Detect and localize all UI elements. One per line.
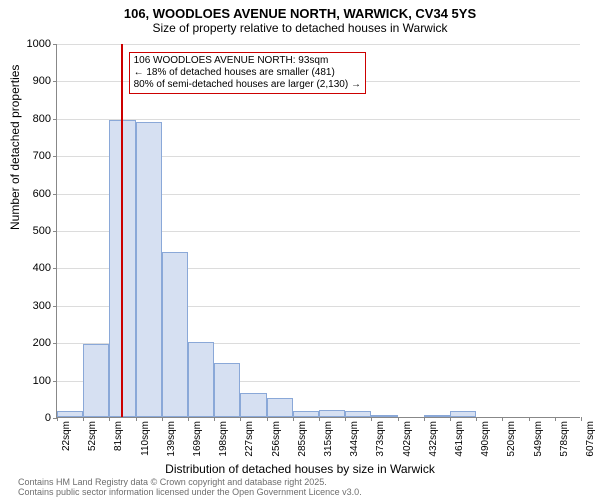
histogram-bar <box>162 252 188 417</box>
x-tick-mark <box>109 417 110 421</box>
histogram-bar <box>424 415 450 417</box>
annotation-line: 80% of semi-detached houses are larger (… <box>134 79 361 91</box>
x-tick-mark <box>371 417 372 421</box>
x-tick-mark <box>57 417 58 421</box>
x-tick-label: 22sqm <box>61 421 72 451</box>
x-tick-label: 490sqm <box>480 421 491 457</box>
x-tick-mark <box>555 417 556 421</box>
x-tick-label: 578sqm <box>559 421 570 457</box>
y-tick-mark <box>53 156 57 157</box>
x-axis-label: Distribution of detached houses by size … <box>0 462 600 476</box>
x-tick-mark <box>424 417 425 421</box>
x-tick-label: 256sqm <box>271 421 282 457</box>
y-tick-mark <box>53 231 57 232</box>
x-tick-mark <box>502 417 503 421</box>
y-tick-label: 400 <box>33 262 51 274</box>
x-tick-label: 461sqm <box>454 421 465 457</box>
footer-attribution: Contains HM Land Registry data © Crown c… <box>18 478 362 498</box>
x-tick-label: 198sqm <box>218 421 229 457</box>
x-tick-mark <box>162 417 163 421</box>
histogram-bar <box>267 398 293 417</box>
x-tick-label: 549sqm <box>533 421 544 457</box>
x-tick-mark <box>267 417 268 421</box>
plot-area: 0100200300400500600700800900100022sqm52s… <box>56 44 580 418</box>
x-tick-mark <box>293 417 294 421</box>
x-tick-mark <box>188 417 189 421</box>
y-tick-mark <box>53 306 57 307</box>
x-tick-mark <box>529 417 530 421</box>
histogram-bar <box>345 411 371 417</box>
y-tick-mark <box>53 381 57 382</box>
y-tick-mark <box>53 194 57 195</box>
x-tick-label: 52sqm <box>87 421 98 451</box>
histogram-bar <box>319 410 345 417</box>
title-block: 106, WOODLOES AVENUE NORTH, WARWICK, CV3… <box>0 0 600 35</box>
marker-line <box>121 44 123 417</box>
x-tick-mark <box>450 417 451 421</box>
y-tick-label: 200 <box>33 337 51 349</box>
x-tick-mark <box>345 417 346 421</box>
x-tick-label: 402sqm <box>402 421 413 457</box>
y-tick-mark <box>53 343 57 344</box>
histogram-bar <box>450 411 476 417</box>
x-tick-mark <box>476 417 477 421</box>
x-tick-label: 373sqm <box>375 421 386 457</box>
y-axis-label: Number of detached properties <box>8 65 22 230</box>
x-tick-label: 285sqm <box>297 421 308 457</box>
y-tick-label: 600 <box>33 188 51 200</box>
x-tick-mark <box>581 417 582 421</box>
y-tick-label: 300 <box>33 300 51 312</box>
histogram-bar <box>57 411 83 417</box>
histogram-bar <box>188 342 214 417</box>
x-tick-label: 607sqm <box>585 421 596 457</box>
x-tick-mark <box>319 417 320 421</box>
x-tick-label: 344sqm <box>349 421 360 457</box>
histogram-bar <box>214 363 240 417</box>
x-tick-mark <box>214 417 215 421</box>
x-tick-mark <box>136 417 137 421</box>
y-tick-label: 100 <box>33 375 51 387</box>
x-tick-mark <box>398 417 399 421</box>
y-tick-label: 900 <box>33 75 51 87</box>
y-tick-mark <box>53 119 57 120</box>
x-tick-label: 81sqm <box>113 421 124 451</box>
annotation-box: 106 WOODLOES AVENUE NORTH: 93sqm← 18% of… <box>129 52 366 94</box>
gridline <box>57 44 580 45</box>
x-tick-label: 139sqm <box>166 421 177 457</box>
x-tick-label: 169sqm <box>192 421 203 457</box>
x-tick-label: 432sqm <box>428 421 439 457</box>
title-line2: Size of property relative to detached ho… <box>0 21 600 35</box>
x-tick-mark <box>83 417 84 421</box>
histogram-bar <box>136 122 162 417</box>
y-tick-label: 800 <box>33 113 51 125</box>
x-tick-label: 520sqm <box>506 421 517 457</box>
x-tick-mark <box>240 417 241 421</box>
footer-line2: Contains public sector information licen… <box>18 488 362 498</box>
histogram-bar <box>83 344 109 417</box>
y-tick-mark <box>53 81 57 82</box>
annotation-line: ← 18% of detached houses are smaller (48… <box>134 67 361 79</box>
y-tick-label: 700 <box>33 150 51 162</box>
y-tick-mark <box>53 268 57 269</box>
y-tick-label: 0 <box>45 412 51 424</box>
y-tick-mark <box>53 44 57 45</box>
chart-container: 106, WOODLOES AVENUE NORTH, WARWICK, CV3… <box>0 0 600 500</box>
annotation-line: 106 WOODLOES AVENUE NORTH: 93sqm <box>134 55 361 67</box>
x-tick-label: 110sqm <box>140 421 151 456</box>
x-tick-label: 227sqm <box>244 421 255 457</box>
histogram-bar <box>371 415 397 417</box>
x-tick-label: 315sqm <box>323 421 334 457</box>
title-line1: 106, WOODLOES AVENUE NORTH, WARWICK, CV3… <box>0 6 600 21</box>
y-tick-label: 500 <box>33 225 51 237</box>
y-tick-label: 1000 <box>27 38 51 50</box>
histogram-bar <box>240 393 266 417</box>
histogram-bar <box>293 411 319 417</box>
